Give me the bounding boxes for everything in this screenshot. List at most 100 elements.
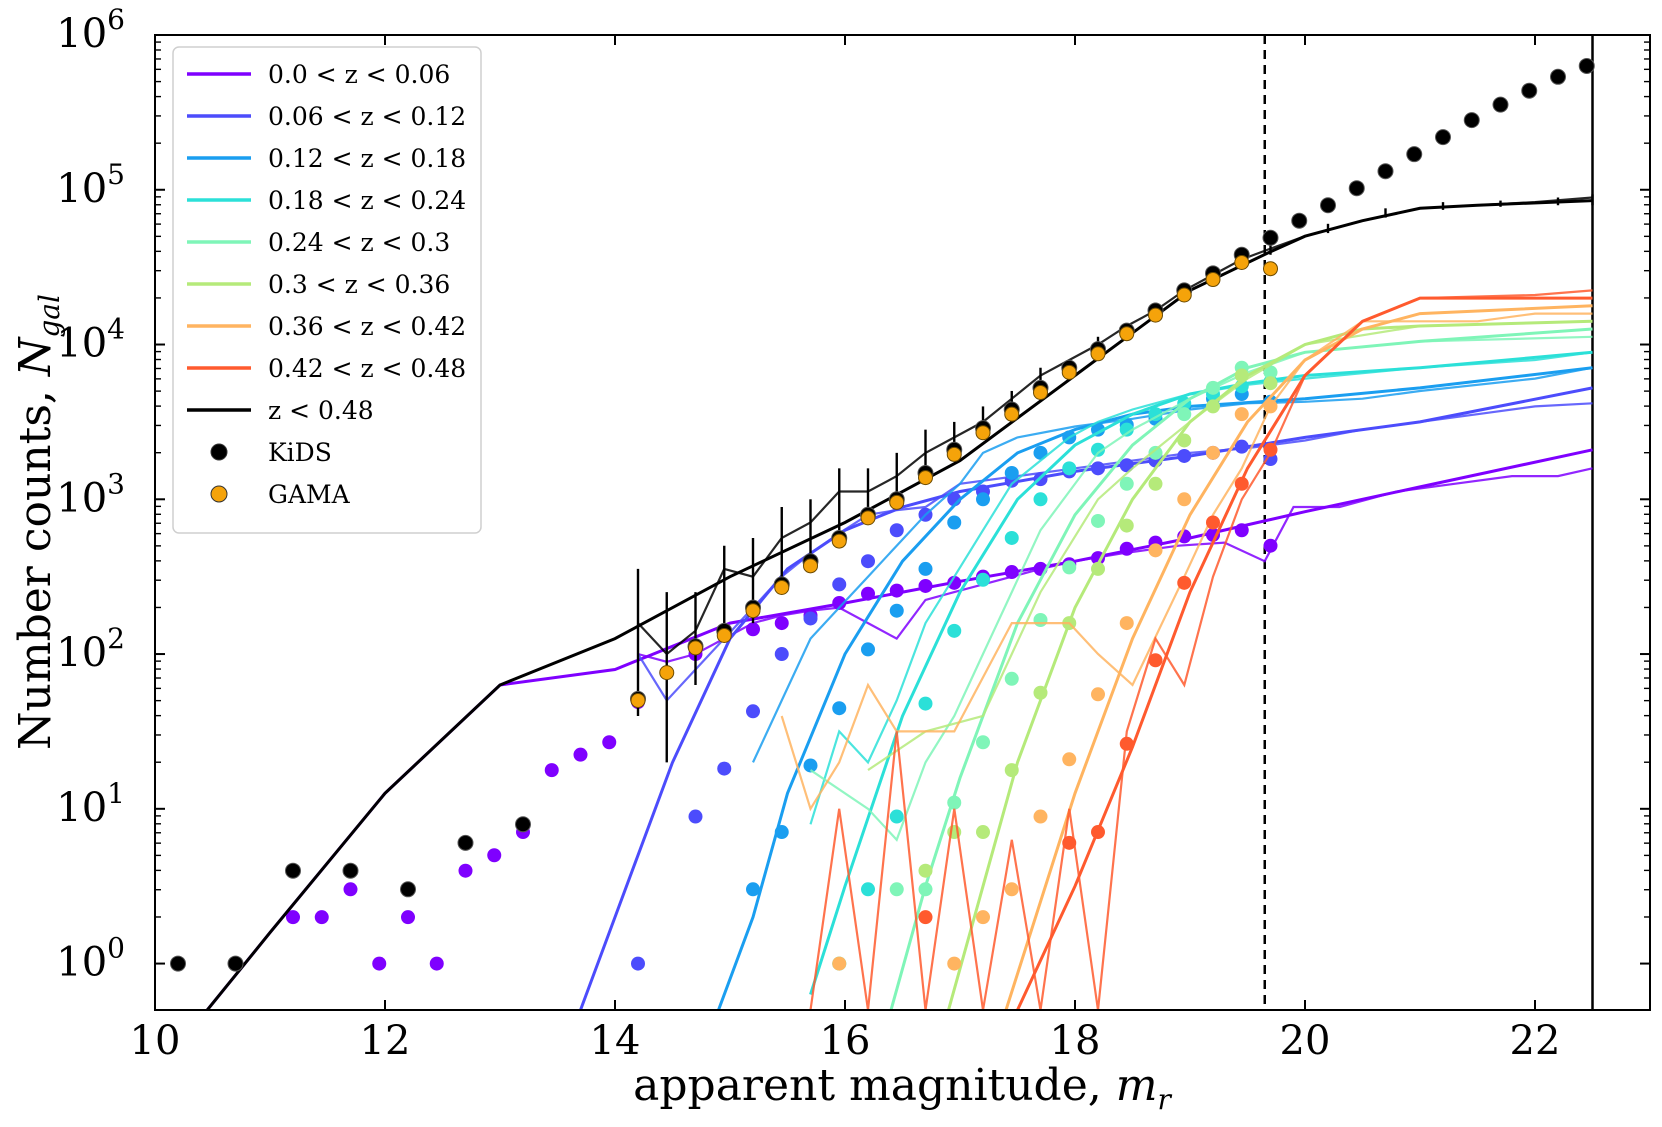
gama-point [1234,255,1250,270]
data-point [803,611,818,626]
data-point [1033,685,1048,700]
kids-point [285,862,301,879]
gama-point [803,558,818,574]
data-point [1004,530,1019,545]
data-point [1119,736,1134,751]
series-model-line [717,366,1593,1010]
data-point [1177,492,1192,507]
gama-point [1004,406,1020,422]
data-point [746,704,760,719]
legend-label: 0.36 < z < 0.42 [268,312,466,341]
y-axis-label: Number counts, Ngal [10,294,66,750]
gama-point [774,580,790,595]
data-point [1234,368,1249,383]
x-tick-label: 18 [1050,1018,1101,1064]
data-point [976,492,990,507]
legend-label: 0.24 < z < 0.3 [268,228,450,257]
data-point [832,577,847,592]
series-noisy-line [752,366,1593,763]
data-point [1177,448,1192,463]
series-3 [717,366,1593,1010]
kids-point [515,816,531,833]
plot-area [170,35,1595,1010]
series-4 [809,350,1593,995]
data-point [1033,445,1048,460]
y-tick-label: 104 [56,313,125,367]
data-point [544,763,559,778]
data-point [1206,380,1220,395]
kids-point [1435,129,1451,146]
legend-label: 0.18 < z < 0.24 [268,186,466,215]
y-tick-label: 103 [56,467,125,521]
data-point [1263,442,1278,457]
data-point [947,575,962,590]
data-point [1148,445,1163,460]
x-axis-label: apparent magnitude, mr [633,1060,1172,1116]
data-point [1148,407,1163,422]
series-1 [205,448,1593,1010]
data-point [861,554,875,569]
kids-point [342,862,359,879]
legend-label: KiDS [268,438,332,467]
data-point [976,910,990,925]
series-model-line [889,327,1593,1010]
legend-label: 0.0 < z < 0.06 [268,60,450,89]
data-point [746,622,760,637]
data-point [746,882,760,897]
data-point [458,863,473,878]
x-tick-label: 12 [360,1018,411,1064]
series-noisy-line [809,289,1593,1010]
data-point [631,956,645,971]
kids-point [1291,212,1308,229]
data-point [1148,476,1163,491]
data-point [1263,376,1278,391]
data-point [1062,835,1077,850]
data-point [717,761,732,776]
data-point [1177,407,1192,422]
data-point [1033,492,1048,507]
data-point [1119,458,1134,473]
kids-point [457,834,474,851]
data-point [976,825,990,840]
kids-point [400,881,416,898]
data-point [1119,616,1134,631]
legend-label: 0.06 < z < 0.12 [268,102,466,131]
data-point [1234,439,1249,454]
gama-point [1090,346,1106,362]
gama-point [918,470,933,486]
data-point [1177,575,1192,590]
series-5 [809,327,1593,1010]
legend-label: 0.3 < z < 0.36 [268,270,450,299]
data-point [1119,422,1134,437]
gama-point [946,446,962,462]
legend-marker-swatch [210,443,228,461]
series-6 [867,319,1593,1010]
data-point [774,616,789,631]
data-point [918,578,933,593]
kids-point [1262,229,1279,246]
kids-point [1348,180,1365,197]
axis-ticks: 10 12 14 16 18 20 22 100 101 102 103 104 105 106 [56,3,1650,1064]
data-point [1004,763,1019,778]
legend-label: 0.12 < z < 0.18 [268,144,466,173]
data-point [889,603,904,618]
x-tick-label: 14 [590,1018,641,1064]
data-point [889,583,904,598]
series-model-line [947,319,1593,1010]
data-point [1206,515,1220,530]
data-point [918,863,933,878]
data-point [861,642,875,657]
data-point [976,735,990,750]
data-point [1148,653,1163,668]
data-point [832,956,847,971]
gama-point [975,425,991,441]
legend-label: 0.42 < z < 0.48 [268,354,466,383]
data-point [774,825,789,840]
legend-label: GAMA [268,480,351,509]
data-point [918,910,933,925]
data-point [1206,399,1220,414]
gama-point [1148,307,1163,323]
data-point [602,735,617,750]
data-point [889,882,904,897]
